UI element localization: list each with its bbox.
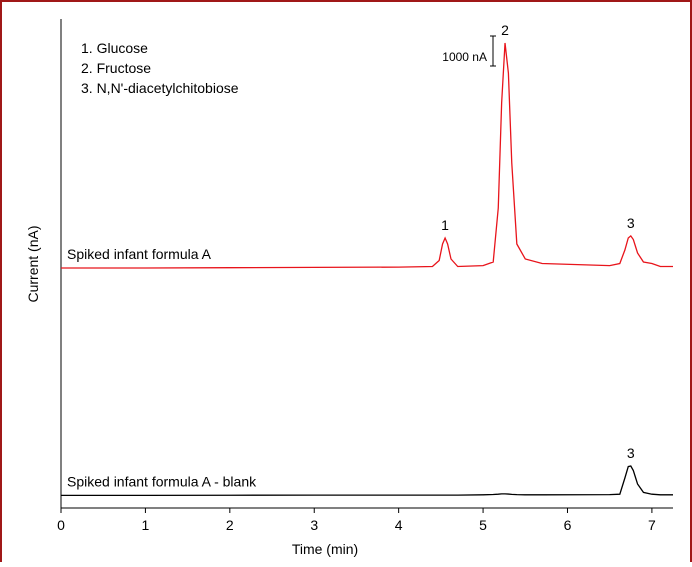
- x-tick-label: 4: [395, 517, 403, 533]
- x-tick-label: 7: [648, 517, 656, 533]
- y-axis-label: Current (nA): [25, 225, 41, 302]
- peak-label: 3: [627, 215, 635, 231]
- scale-bar-label: 1000 nA: [442, 50, 487, 64]
- peak-label: 2: [501, 22, 509, 38]
- peak-label: 3: [627, 445, 635, 461]
- x-tick-label: 6: [564, 517, 572, 533]
- x-tick-label: 1: [142, 517, 150, 533]
- x-tick-label: 5: [479, 517, 487, 533]
- trace: [61, 465, 673, 497]
- peak-label: 1: [441, 217, 449, 233]
- legend-item: 2. Fructose: [81, 60, 151, 76]
- scale-bar: [490, 35, 496, 67]
- trace-label: Spiked infant formula A - blank: [67, 473, 257, 489]
- x-tick-label: 2: [226, 517, 234, 533]
- x-tick-label: 3: [310, 517, 318, 533]
- trace-label: Spiked infant formula A: [67, 246, 212, 262]
- trace: [61, 42, 673, 269]
- legend-item: 1. Glucose: [81, 40, 148, 56]
- x-axis-label: Time (min): [292, 541, 358, 557]
- x-tick-label: 0: [57, 517, 65, 533]
- legend-item: 3. N,N'-diacetylchitobiose: [81, 80, 239, 96]
